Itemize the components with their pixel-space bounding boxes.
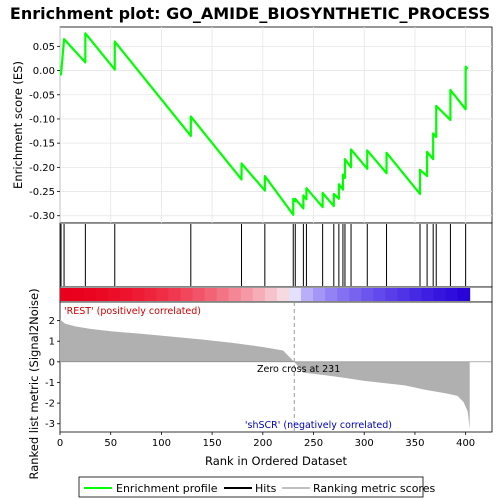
rank-bar-segment <box>433 288 447 301</box>
metric-tick-label: 1 <box>49 337 55 348</box>
rank-bar-segment <box>72 288 85 301</box>
es-tick-label: 0.05 <box>33 42 55 53</box>
es-tick-label: -0.20 <box>29 163 55 174</box>
x-tick-label: 250 <box>304 438 323 449</box>
rank-bar-segment <box>132 288 145 301</box>
x-tick-label: 150 <box>203 438 222 449</box>
rank-color-bar <box>60 288 471 301</box>
rank-bar-segment <box>84 288 97 301</box>
y-axis-label-es: Enrichment score (ES) <box>11 61 25 189</box>
rank-bar-segment <box>264 288 278 301</box>
legend-label-hits: Hits <box>255 482 277 495</box>
gene-list-label-negative: 'shSCR' (negatively correlated) <box>245 420 392 431</box>
x-tick-label: 300 <box>355 438 374 449</box>
x-tick-label: 350 <box>405 438 424 449</box>
rank-bar-segment <box>108 288 121 301</box>
legend-label-profile: Enrichment profile <box>116 482 218 495</box>
rank-bar-segment <box>60 288 73 301</box>
metric-tick-label: -2 <box>45 399 55 410</box>
zero-cross-label: Zero cross at 231 <box>257 364 340 375</box>
rank-bar-segment <box>192 288 206 301</box>
es-tick-label: -0.15 <box>29 139 55 150</box>
rank-bar-segment <box>337 288 350 301</box>
es-tick-label: -0.05 <box>29 90 55 101</box>
x-tick-label: 200 <box>253 438 272 449</box>
es-tick-label: -0.10 <box>29 114 55 125</box>
x-tick-label: 400 <box>456 438 475 449</box>
rank-bar-segment <box>96 288 109 301</box>
es-panel-frame <box>59 26 493 224</box>
rank-bar-segment <box>373 288 386 301</box>
rank-bar-segment <box>204 288 218 301</box>
x-tick-label: 50 <box>104 438 117 449</box>
rank-bar-segment <box>300 288 314 301</box>
rank-bar-segment <box>216 288 230 301</box>
rank-bar-segment <box>168 288 181 301</box>
rank-bar-segment <box>349 288 362 301</box>
x-tick-label: 100 <box>152 438 171 449</box>
chart-title: Enrichment plot: GO_AMIDE_BIOSYNTHETIC_P… <box>10 4 490 23</box>
metric-axis-ticks: 2 1 0 -1 -2 -3 <box>45 316 60 430</box>
es-axis-ticks: 0.05 0.00 -0.05 -0.10 -0.15 -0.20 -0.25 -0.30 <box>29 42 60 222</box>
es-gridlines <box>59 27 492 223</box>
rank-bar-segment <box>288 288 302 301</box>
metric-tick-label: 2 <box>49 316 55 327</box>
es-profile <box>59 32 469 216</box>
es-tick-label: -0.25 <box>29 187 55 198</box>
rank-bar-segment <box>120 288 133 301</box>
legend-label-metric: Ranking metric scores <box>313 482 435 495</box>
es-profile-line <box>59 32 469 216</box>
gene-list-label-positive: 'REST' (positively correlated) <box>64 306 201 317</box>
x-tick-label: 0 <box>57 438 63 449</box>
es-tick-label: 0.00 <box>33 66 55 77</box>
es-tick-label: -0.30 <box>29 211 55 222</box>
metric-scores <box>60 302 492 432</box>
rank-bar-segment <box>409 288 422 301</box>
metric-tick-label: -3 <box>45 419 55 430</box>
y-axis-label-metric: Ranked list metric (Signal2Noise) <box>27 288 41 479</box>
rank-bar-segment <box>276 288 290 301</box>
rank-bar-segment <box>156 288 169 301</box>
rank-bar-segment <box>445 288 459 301</box>
rank-bar-segment <box>457 288 471 301</box>
rank-bar-segment <box>313 288 326 301</box>
rank-bar-segment <box>252 288 266 301</box>
hit-markers <box>60 224 467 286</box>
rank-bar-segment <box>421 288 435 301</box>
rank-bar-segment <box>228 288 242 301</box>
rank-bar-segment <box>180 288 194 301</box>
rank-bar-segment <box>144 288 157 301</box>
x-axis-ticks: 0 50 100 150 200 250 300 350 400 <box>57 432 475 449</box>
metric-area <box>60 319 470 429</box>
rank-bar-segment <box>385 288 398 301</box>
metric-tick-label: -1 <box>45 378 55 389</box>
rank-bar-segment <box>325 288 338 301</box>
x-axis-label: Rank in Ordered Dataset <box>205 454 348 468</box>
rank-bar-segment <box>361 288 374 301</box>
rank-bar-segment <box>397 288 410 301</box>
metric-tick-label: 0 <box>49 357 55 368</box>
rank-bar-segment <box>240 288 254 301</box>
